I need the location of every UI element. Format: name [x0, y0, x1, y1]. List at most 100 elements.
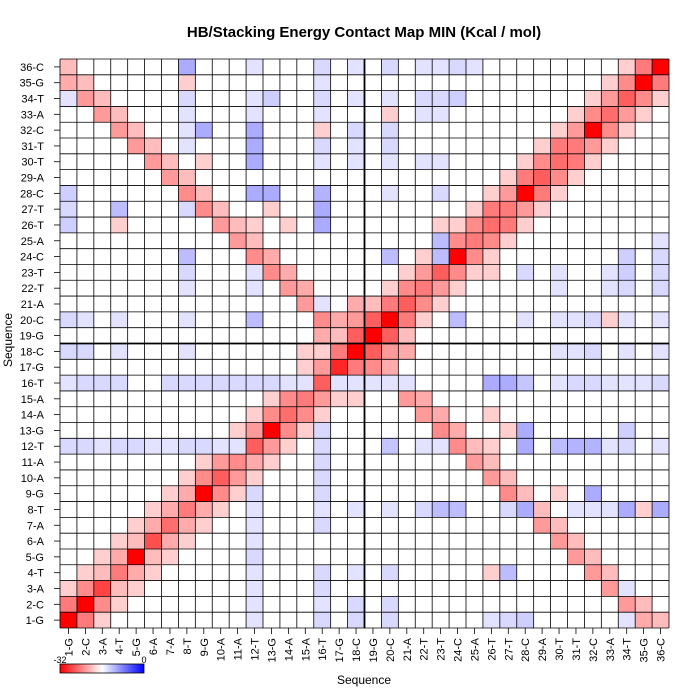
heatmap-cell: [313, 327, 331, 344]
heatmap-cell: [618, 59, 636, 75]
heatmap-cell: [178, 375, 196, 391]
heatmap-cell: [279, 280, 297, 297]
heatmap-cell: [60, 74, 77, 91]
heatmap-cell: [499, 469, 517, 486]
heatmap-cell: [313, 343, 331, 360]
heatmap-cell: [246, 217, 263, 233]
heatmap-cell: [482, 232, 500, 249]
heatmap-cell: [93, 596, 111, 613]
x-tick-label: 10-A: [216, 637, 228, 661]
heatmap-cell: [246, 264, 263, 281]
heatmap-cell: [330, 359, 348, 376]
y-tick-label: 29-A: [21, 173, 45, 185]
heatmap-cell: [246, 106, 263, 123]
heatmap-cell: [652, 264, 669, 281]
heatmap-cell: [499, 564, 517, 581]
x-tick-label: 23-T: [436, 638, 448, 661]
heatmap-cell: [516, 311, 534, 328]
heatmap-cell: [110, 201, 128, 218]
heatmap-cell: [533, 169, 551, 186]
heatmap-cell: [618, 375, 636, 391]
y-tick-label: 8-T: [28, 504, 45, 516]
heatmap-cell: [60, 217, 77, 233]
heatmap-cell: [601, 564, 619, 581]
heatmap-cell: [212, 438, 230, 455]
heatmap-cell: [533, 153, 551, 170]
heatmap-cell: [296, 390, 314, 407]
heatmap-cell: [618, 438, 636, 455]
heatmap-cell: [584, 90, 602, 107]
heatmap-cell: [499, 422, 517, 439]
heatmap-cell: [466, 217, 483, 233]
heatmap-cell: [279, 422, 297, 439]
heatmap-cell: [584, 564, 602, 581]
heatmap-cell: [178, 106, 196, 123]
heatmap-cell: [313, 296, 331, 312]
heatmap-cell: [246, 564, 263, 581]
x-tick-label: 28-C: [520, 638, 532, 662]
heatmap-cell: [330, 390, 348, 407]
heatmap-cell: [449, 438, 466, 455]
heatmap-cell: [381, 106, 399, 123]
heatmap-cell: [178, 280, 196, 297]
heatmap-cell: [499, 232, 517, 249]
heatmap-cell: [381, 311, 399, 328]
y-tick-label: 24-C: [20, 252, 44, 264]
heatmap-cell: [246, 185, 263, 202]
heatmap-cell: [567, 153, 585, 170]
heatmap-cell: [110, 580, 128, 597]
heatmap-cell: [550, 533, 568, 549]
heatmap-cell: [499, 217, 517, 233]
heatmap-cell: [381, 327, 399, 344]
heatmap-cell: [449, 422, 466, 439]
heatmap-cell: [144, 153, 162, 170]
heatmap-cell: [415, 59, 433, 75]
heatmap-cell: [60, 343, 77, 360]
y-tick-label: 14-A: [21, 410, 45, 422]
y-tick-label: 23-T: [21, 267, 44, 279]
heatmap-cell: [550, 438, 568, 455]
heatmap-cell: [313, 501, 331, 518]
heatmap-cell: [466, 59, 483, 75]
heatmap-cell: [567, 375, 585, 391]
heatmap-cell: [567, 533, 585, 549]
x-tick-label: 11-A: [233, 637, 245, 660]
heatmap-cell: [330, 311, 348, 328]
heatmap-cell: [618, 612, 636, 628]
heatmap-cell: [60, 580, 77, 597]
heatmap-cell: [313, 217, 331, 233]
heatmap-cell: [415, 438, 433, 455]
heatmap-cell: [415, 153, 433, 170]
x-tick-label: 24-C: [453, 638, 465, 662]
heatmap-cell: [432, 280, 450, 297]
heatmap-cell: [229, 485, 247, 502]
heatmap-cell: [381, 375, 399, 391]
heatmap-cell: [178, 469, 196, 486]
heatmap-cell: [381, 343, 399, 360]
heatmap-cell: [110, 122, 128, 139]
heatmap-cell: [76, 311, 94, 328]
heatmap-cell: [296, 422, 314, 439]
y-tick-label: 11-A: [22, 457, 45, 469]
heatmap-cell: [263, 454, 280, 470]
heatmap-cell: [550, 138, 568, 154]
heatmap-cell: [279, 375, 297, 391]
heatmap-cell: [381, 438, 399, 455]
colorbar-max-label: 0: [141, 655, 146, 665]
heatmap-cell: [618, 422, 636, 439]
heatmap-cell: [347, 153, 365, 170]
x-tick-label: 12-T: [250, 638, 262, 661]
heatmap-cell: [550, 122, 568, 139]
heatmap-cell: [76, 564, 94, 581]
heatmap-cell: [246, 469, 263, 486]
heatmap-cell: [246, 548, 263, 565]
heatmap-cell: [144, 564, 162, 581]
heatmap-cell: [449, 264, 466, 281]
heatmap-cell: [347, 311, 365, 328]
heatmap-cell: [93, 548, 111, 565]
heatmap-cell: [652, 375, 669, 391]
heatmap-cell: [601, 264, 619, 281]
heatmap-cell: [144, 501, 162, 518]
heatmap-cell: [584, 153, 602, 170]
heatmap-cell: [381, 280, 399, 297]
